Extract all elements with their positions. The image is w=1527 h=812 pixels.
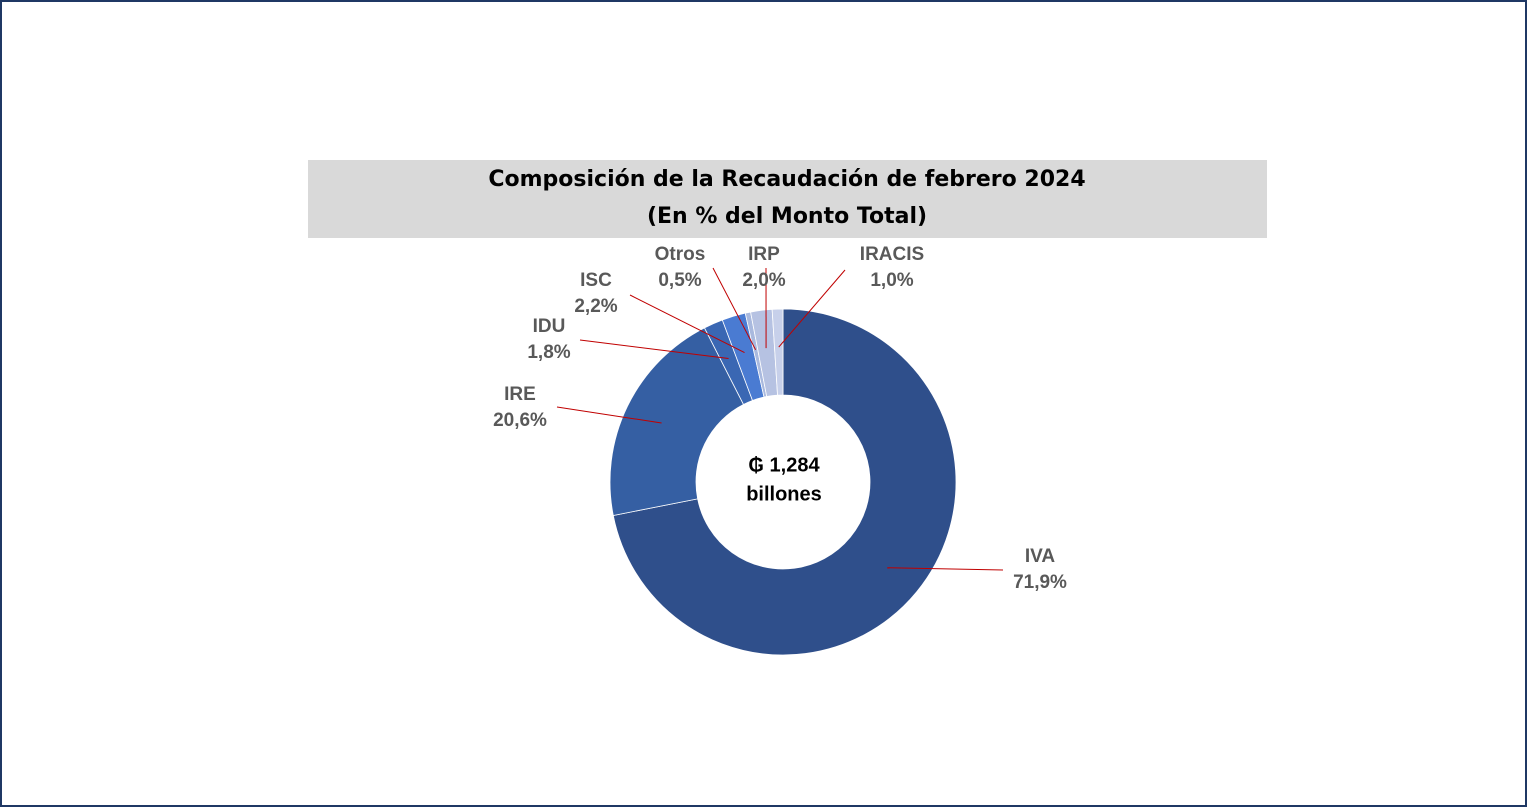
slice-value: 1,0% <box>870 270 913 291</box>
slice-label: IVA <box>1025 546 1056 567</box>
slice-label: ISC <box>580 270 612 291</box>
slice-label: IDU <box>533 316 566 337</box>
slice-label: Otros <box>655 244 706 265</box>
slice-value: 71,9% <box>1013 572 1067 593</box>
center-label: billones <box>746 483 822 505</box>
slice-value: 2,0% <box>742 270 785 291</box>
slice-value: 20,6% <box>493 410 547 431</box>
slice-label: IRP <box>748 244 780 265</box>
slice-value: 2,2% <box>574 296 617 317</box>
center-label: ₲ 1,284 <box>748 454 820 476</box>
chart-title: Composición de la Recaudación de febrero… <box>488 167 1085 192</box>
slice-label: IRACIS <box>860 244 924 265</box>
slice-label: IRE <box>504 384 536 405</box>
slice-value: 0,5% <box>658 270 701 291</box>
chart-subtitle: (En % del Monto Total) <box>647 204 927 229</box>
slice-value: 1,8% <box>527 342 570 363</box>
